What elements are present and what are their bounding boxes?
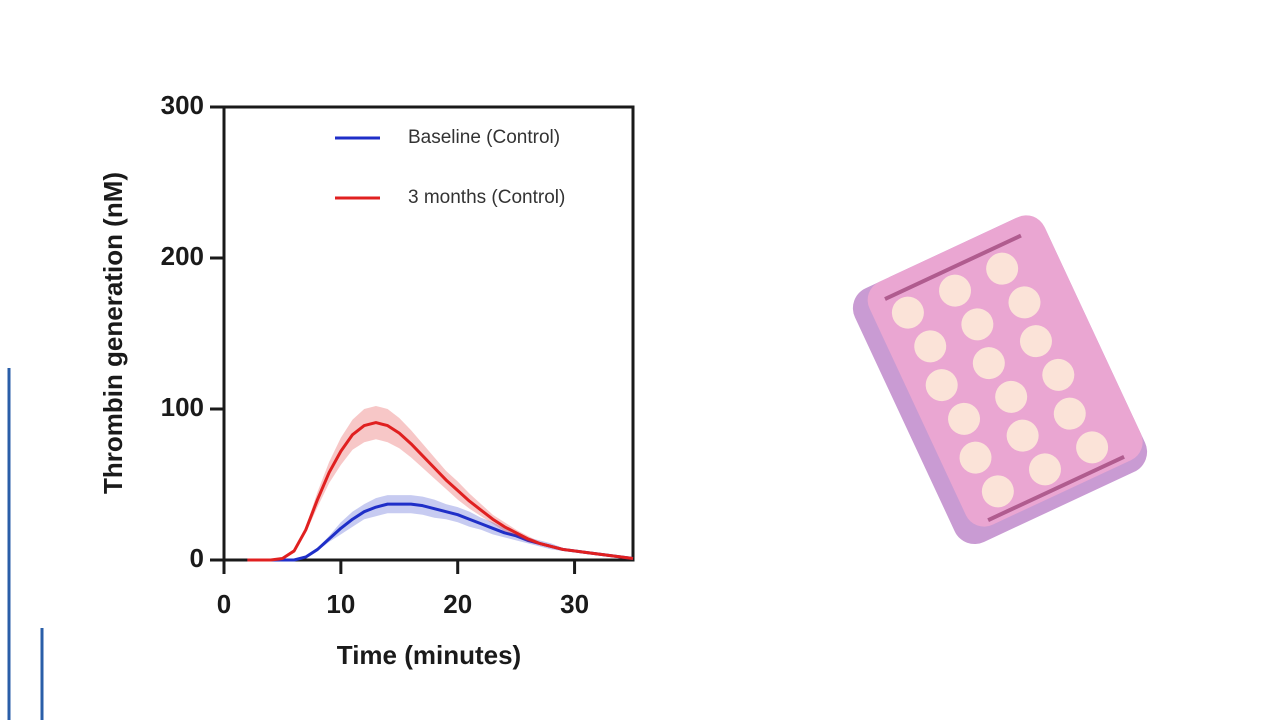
pill — [1076, 431, 1109, 464]
pill — [1053, 397, 1086, 430]
y-axis-label: Thrombin generation (nM) — [98, 172, 128, 494]
pill — [1019, 325, 1052, 358]
blister-pack — [852, 215, 1148, 545]
y-tick-label: 100 — [161, 392, 204, 422]
pill — [914, 330, 947, 363]
series-line — [247, 421, 634, 562]
plot-frame — [222, 105, 635, 562]
x-tick-label: 20 — [443, 589, 472, 619]
pill — [891, 296, 924, 329]
pill — [995, 380, 1028, 413]
y-tick-label: 200 — [161, 241, 204, 271]
pill — [939, 274, 972, 307]
error-band — [247, 405, 633, 560]
x-axis-label: Time (minutes) — [337, 640, 521, 670]
pack-edge — [987, 454, 1125, 522]
pill — [961, 308, 994, 341]
pill — [1008, 286, 1041, 319]
plot: 0 100 200 300 0 10 20 30 Baseline (Control) 3 mon… — [161, 90, 635, 619]
x-tick-label: 30 — [560, 589, 589, 619]
legend-label: Baseline (Control) — [408, 127, 560, 148]
pill — [972, 347, 1005, 380]
y-tick-label: 0 — [190, 543, 204, 573]
pill — [948, 402, 981, 435]
pill — [925, 369, 958, 402]
pill — [1042, 358, 1075, 391]
pack-front — [867, 215, 1143, 527]
pill — [959, 441, 992, 474]
y-tick-label: 300 — [161, 90, 204, 120]
pill — [1028, 453, 1061, 486]
pills — [891, 252, 1109, 508]
pill — [986, 252, 1019, 285]
x-tick-label: 0 — [217, 589, 231, 619]
x-tick-label: 10 — [326, 589, 355, 619]
legend-label: 3 months (Control) — [408, 187, 565, 208]
pill — [1006, 419, 1039, 452]
pack-edge — [884, 233, 1022, 301]
pill — [981, 475, 1014, 508]
